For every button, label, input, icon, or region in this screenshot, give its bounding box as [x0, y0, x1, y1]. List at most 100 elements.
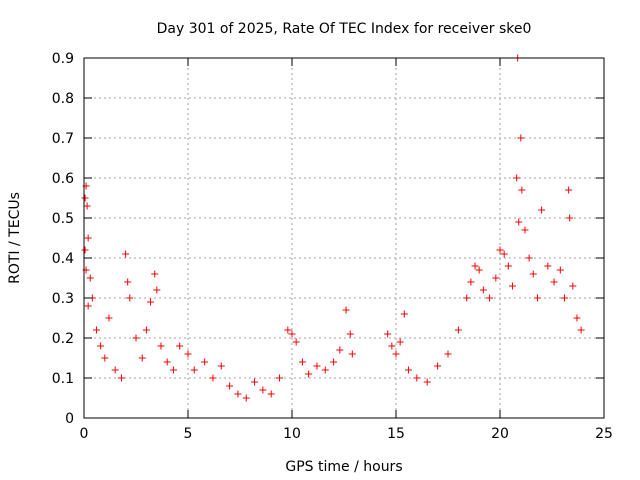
data-point	[157, 342, 165, 350]
data-point	[560, 294, 568, 302]
data-point	[444, 350, 452, 358]
data-point	[388, 342, 396, 350]
x-tick-label: 20	[491, 426, 509, 442]
data-point	[81, 194, 89, 202]
data-point	[529, 270, 537, 278]
tick-labels: 0 5 10 15 20 25 0 0.1 0.2 0.3 0.4 0.5 0.6 0.7 0.8 0.9	[52, 51, 613, 442]
data-point	[330, 358, 338, 366]
data-point	[111, 366, 119, 374]
y-tick-label: 0.3	[52, 291, 74, 307]
data-point	[190, 366, 198, 374]
data-point	[492, 274, 500, 282]
data-point	[292, 338, 300, 346]
data-point	[126, 294, 134, 302]
y-tick-label: 0	[65, 411, 74, 427]
data-point	[346, 330, 354, 338]
data-point	[153, 286, 161, 294]
data-point	[84, 234, 92, 242]
y-tick-label: 0.4	[52, 251, 74, 267]
data-point	[251, 378, 259, 386]
data-point	[209, 374, 217, 382]
grid	[84, 58, 604, 418]
x-tick-label: 0	[80, 426, 89, 442]
data-point	[313, 362, 321, 370]
data-point	[518, 186, 526, 194]
data-point	[81, 246, 89, 254]
y-axis-label: ROTI / TECUs	[7, 192, 23, 284]
data-point	[463, 294, 471, 302]
x-axis-label: GPS time / hours	[285, 459, 402, 475]
axis-ticks	[83, 57, 605, 419]
data-point	[504, 262, 512, 270]
data-point	[226, 382, 234, 390]
x-tick-label: 25	[595, 426, 613, 442]
data-point	[479, 286, 487, 294]
data-point	[169, 366, 177, 374]
data-point	[267, 390, 275, 398]
data-point	[92, 326, 100, 334]
plot-frame	[83, 57, 605, 419]
data-point	[138, 354, 146, 362]
data-point	[508, 282, 516, 290]
data-point	[569, 282, 577, 290]
y-tick-label: 0.9	[52, 51, 74, 67]
data-point	[517, 134, 525, 142]
data-point	[392, 350, 400, 358]
data-point	[284, 326, 292, 334]
data-point	[550, 278, 558, 286]
data-point	[298, 358, 306, 366]
data-point	[454, 326, 462, 334]
data-point	[396, 338, 404, 346]
data-point	[84, 302, 92, 310]
data-point	[565, 186, 573, 194]
data-point	[496, 246, 504, 254]
chart-title: Day 301 of 2025, Rate Of TEC Index for r…	[157, 21, 532, 37]
y-tick-label: 0.5	[52, 211, 74, 227]
data-point	[147, 298, 155, 306]
data-point	[525, 254, 533, 262]
y-tick-label: 0.1	[52, 371, 74, 387]
data-point	[276, 374, 284, 382]
data-point	[132, 334, 140, 342]
data-point	[538, 206, 546, 214]
y-tick-label: 0.2	[52, 331, 74, 347]
data-point	[101, 354, 109, 362]
x-tick-label: 15	[387, 426, 405, 442]
data-point	[86, 274, 94, 282]
data-point	[434, 362, 442, 370]
data-point	[413, 374, 421, 382]
data-point	[573, 314, 581, 322]
data-point	[500, 250, 508, 258]
data-point	[471, 262, 479, 270]
data-point	[124, 278, 132, 286]
data-point	[556, 266, 564, 274]
data-point	[336, 346, 344, 354]
data-point	[513, 174, 521, 182]
y-tick-label: 0.8	[52, 91, 74, 107]
data-point	[475, 266, 483, 274]
data-point	[163, 358, 171, 366]
data-point	[404, 366, 412, 374]
data-point	[83, 202, 91, 210]
data-point	[521, 226, 529, 234]
data-point	[259, 386, 267, 394]
data-point	[97, 342, 105, 350]
data-point	[305, 370, 313, 378]
data-point	[142, 326, 150, 334]
data-point	[184, 350, 192, 358]
data-point	[201, 358, 209, 366]
data-points	[81, 54, 585, 402]
data-point	[566, 214, 574, 222]
data-point	[544, 262, 552, 270]
y-tick-label: 0.6	[52, 171, 74, 187]
data-point	[117, 374, 125, 382]
data-point	[176, 342, 184, 350]
data-point	[217, 362, 225, 370]
data-point	[234, 390, 242, 398]
data-point	[423, 378, 431, 386]
data-point	[105, 314, 113, 322]
data-point	[515, 218, 523, 226]
data-point	[577, 326, 585, 334]
data-point	[486, 294, 494, 302]
